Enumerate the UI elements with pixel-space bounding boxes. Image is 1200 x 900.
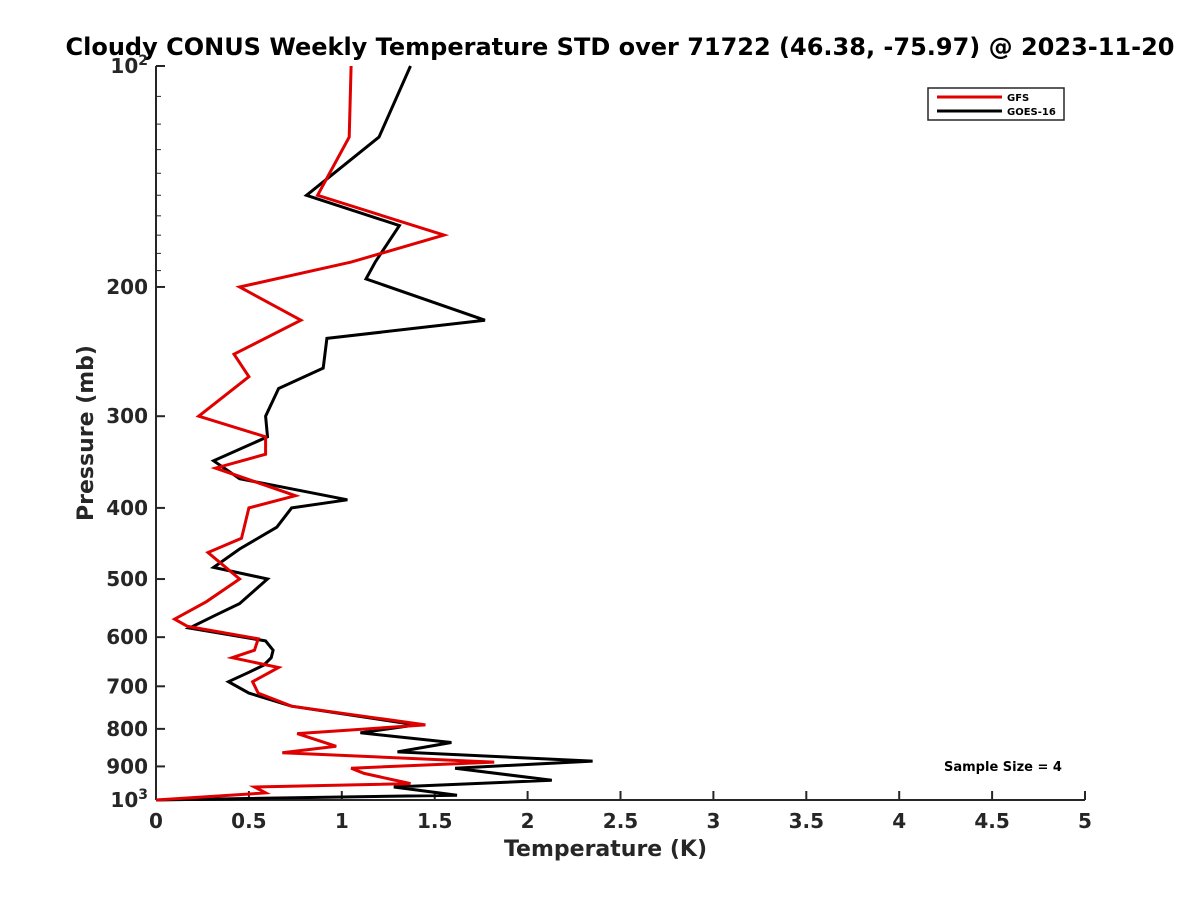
x-tick-label: 3.5 [789, 809, 824, 833]
x-tick-label: 0.5 [231, 809, 266, 833]
y-tick-label: 300 [106, 404, 148, 428]
x-tick-label: 4.5 [974, 809, 1009, 833]
x-tick-label: 2.5 [603, 809, 638, 833]
x-tick-label: 4 [892, 809, 906, 833]
y-tick-label: 800 [106, 717, 148, 741]
sample-size-annotation: Sample Size = 4 [944, 760, 1062, 775]
x-tick-label: 1.5 [417, 809, 452, 833]
y-tick-label: 400 [106, 496, 148, 520]
x-tick-label: 1 [335, 809, 349, 833]
y-tick-label: 700 [106, 674, 148, 698]
legend-box [927, 87, 1065, 121]
x-axis-label: Temperature (K) [504, 837, 707, 862]
legend: GFS GOES-16 [927, 87, 1065, 121]
series-lines [155, 65, 593, 802]
y-tick-label: 500 [106, 567, 148, 591]
x-tick-label: 5 [1078, 809, 1092, 833]
axes: 0 0.5 1 1.5 2 2.5 3 3.5 4 4.5 5 102 200 300 400 500 600 7… [74, 53, 1092, 862]
x-tick-label: 3 [706, 809, 720, 833]
legend-label: GFS [1007, 93, 1029, 104]
x-tick-label: 0 [149, 809, 163, 833]
y-axis-label: Pressure (mb) [74, 345, 99, 521]
y-tick-label: 200 [106, 275, 148, 299]
series-line-gfs [155, 65, 495, 802]
series-line-goes-16 [155, 65, 593, 802]
chart-title: Cloudy CONUS Weekly Temperature STD over… [66, 33, 1175, 61]
legend-label: GOES-16 [1007, 107, 1056, 118]
x-tick-label: 2 [521, 809, 535, 833]
y-tick-label: 900 [106, 754, 148, 778]
y-tick-label: 102 [110, 53, 148, 78]
y-tick-label: 103 [110, 787, 148, 812]
y-tick-label: 600 [106, 625, 148, 649]
